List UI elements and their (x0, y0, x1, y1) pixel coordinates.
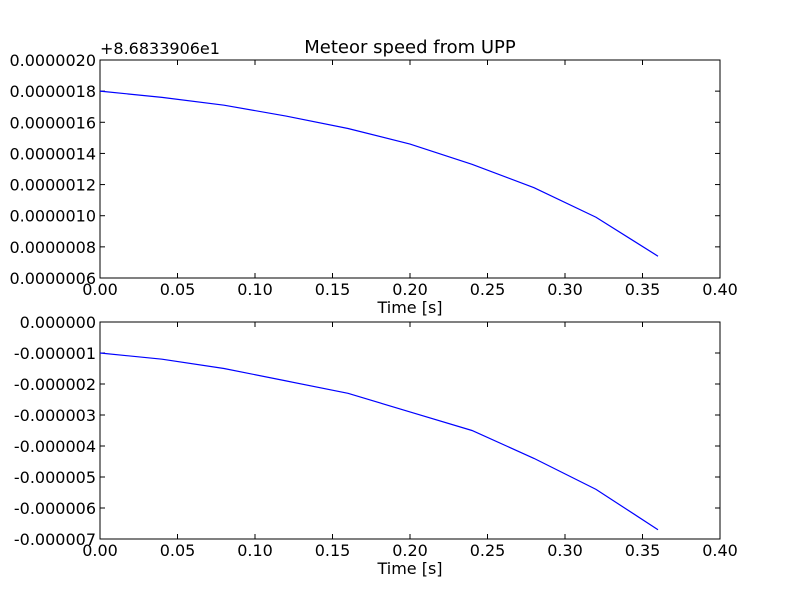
plot-frame (99, 321, 721, 540)
x-tick-label: 0.00 (82, 280, 118, 299)
y-tick-label: 0.0000014 (9, 144, 96, 163)
x-tick-label: 0.20 (392, 280, 428, 299)
x-tick-label: 0.10 (237, 280, 273, 299)
x-tick-label: 0.20 (392, 541, 428, 560)
x-tick-label: 0.05 (160, 280, 196, 299)
y-offset-label: +8.6833906e1 (100, 39, 220, 58)
x-tick-label: 0.10 (237, 541, 273, 560)
series-line (99, 352, 659, 531)
x-tick-label: 0.35 (625, 280, 661, 299)
x-tick-label: 0.40 (702, 541, 738, 560)
y-tick-label: 0.0000018 (9, 82, 96, 101)
y-tick-label: -0.000004 (14, 437, 96, 456)
y-tick-label: -0.000007 (14, 530, 96, 549)
x-tick-label: 0.15 (315, 541, 351, 560)
x-axis-label: Time [s] (376, 298, 442, 317)
x-tick-label: 0.25 (470, 541, 506, 560)
y-tick-label: 0.0000020 (9, 51, 96, 70)
x-tick-label: 0.30 (547, 541, 583, 560)
figure-title: Meteor speed from UPP (304, 37, 516, 58)
y-tick-label: -0.000006 (14, 499, 96, 518)
plot-frame (99, 59, 721, 279)
y-tick-label: 0.0000008 (9, 238, 96, 257)
series-line (99, 90, 659, 257)
y-tick-label: 0.0000010 (9, 207, 96, 226)
y-tick-label: -0.000005 (14, 468, 96, 487)
x-tick-label: 0.25 (470, 280, 506, 299)
y-tick-label: 0.0000012 (9, 176, 96, 195)
y-tick-label: -0.000002 (14, 375, 96, 394)
x-tick-label: 0.05 (160, 541, 196, 560)
x-tick-label: 0.40 (702, 280, 738, 299)
x-axis-label: Time [s] (376, 559, 442, 578)
y-tick-label: 0.0000006 (9, 269, 96, 288)
x-tick-label: 0.30 (547, 280, 583, 299)
y-tick-label: 0.0000016 (9, 113, 96, 132)
y-tick-label: 0.000000 (20, 313, 96, 332)
y-tick-label: -0.000003 (14, 406, 96, 425)
x-tick-label: 0.35 (625, 541, 661, 560)
x-tick-label: 0.15 (315, 280, 351, 299)
bottom-axes: 0.00 0.05 0.10 0.15 0.20 0.25 0.30 0.35 0.40 -0.0… (14, 313, 738, 578)
top-axes: 0.00 0.05 0.10 0.15 0.20 0.25 0.30 0.35 0.40 0.00… (9, 39, 737, 317)
y-tick-label: -0.000001 (14, 344, 96, 363)
x-tick-label: 0.00 (82, 541, 118, 560)
